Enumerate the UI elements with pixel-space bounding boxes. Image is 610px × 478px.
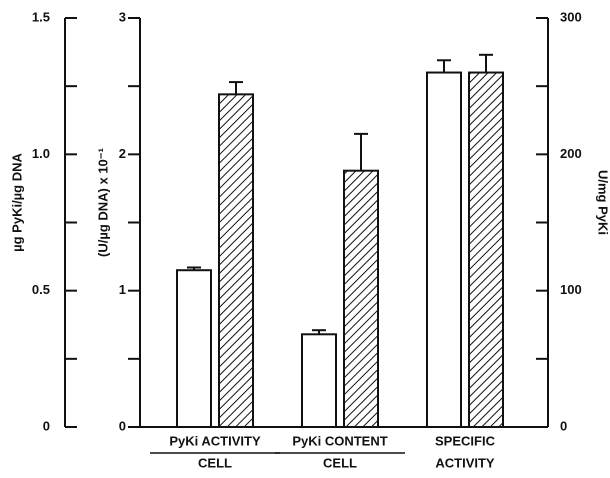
y-tick-label: 100	[560, 282, 582, 297]
bar	[176, 269, 212, 429]
x-tick-label: CELL	[198, 455, 232, 470]
bar	[301, 333, 337, 428]
y-tick-label: 0.5	[32, 282, 50, 297]
y-tick-label: 300	[560, 9, 582, 24]
x-tick-label: PyKi CONTENT	[292, 433, 387, 448]
bar	[218, 93, 254, 428]
x-tick-label: PyKi ACTIVITY	[169, 433, 261, 448]
axis-title: (U/µg DNA) x 10⁻¹	[95, 148, 110, 257]
y-tick-label: 0	[43, 418, 50, 433]
y-tick-label: 3	[119, 9, 126, 24]
x-tick-label: CELL	[323, 455, 357, 470]
y-tick-label: 1.5	[32, 9, 50, 24]
axis-title: U/mg PyKi	[596, 170, 610, 235]
x-tick-label: ACTIVITY	[435, 455, 495, 470]
bar	[343, 169, 379, 428]
y-tick-label: 200	[560, 146, 582, 161]
y-tick-label: 2	[119, 146, 126, 161]
y-tick-label: 0	[119, 418, 126, 433]
axis-title: µg PyKi/µg DNA	[9, 153, 24, 252]
bar	[426, 71, 462, 429]
y-tick-label: 1.0	[32, 146, 50, 161]
y-tick-label: 0	[560, 418, 567, 433]
bar	[468, 71, 504, 429]
y-tick-label: 1	[119, 282, 126, 297]
x-tick-label: SPECIFIC	[435, 433, 496, 448]
